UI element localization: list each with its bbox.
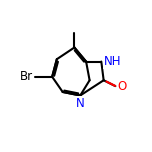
Text: NH: NH (104, 55, 121, 68)
Text: Br: Br (20, 70, 33, 83)
Text: O: O (118, 80, 127, 93)
Text: N: N (76, 97, 85, 110)
